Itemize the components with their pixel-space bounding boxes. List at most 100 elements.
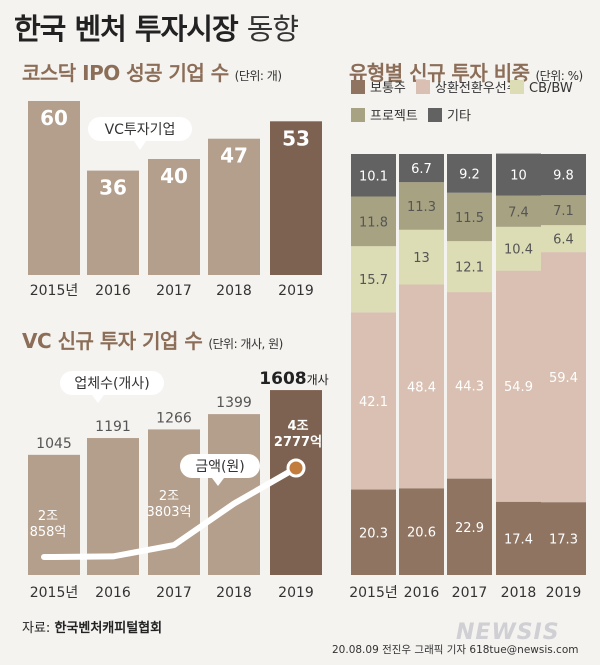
- type-value-label-0-2: 22.9: [455, 521, 484, 536]
- type-value-label-0-3: 17.4: [504, 532, 533, 547]
- ipo-title-text: 코스닥 IPO 성공 기업 수: [22, 61, 229, 85]
- vc-count-callout-pointer: [92, 395, 104, 403]
- type-value-label-0-0: 20.3: [359, 526, 388, 541]
- vc-amount-label-4-line2: 2777억: [274, 435, 322, 450]
- type-value-label-2-0: 15.7: [359, 273, 388, 288]
- type-value-label-2-1: 13: [413, 251, 430, 266]
- vc-amount-label-4-line1: 4조: [287, 419, 308, 434]
- vc-amount-label-2-line2: 3803억: [146, 505, 191, 520]
- title-bold: 한국 벤처 투자시장: [14, 12, 239, 46]
- source-label: 자료:: [22, 621, 51, 636]
- vc-value-label-2: 1266: [156, 410, 192, 426]
- ipo-value-label-2: 40: [160, 164, 188, 188]
- vc-amount-marker: [286, 458, 306, 478]
- type-seg-0-4: [541, 502, 586, 575]
- type-seg-0-0: [351, 489, 396, 575]
- type-seg-2-3: [496, 226, 541, 271]
- vc-unit: (단위: 개사, 원): [208, 337, 283, 351]
- ipo-callout-pointer: [134, 141, 146, 150]
- ipo-bar-1: [87, 170, 139, 275]
- type-value-label-1-1: 48.4: [407, 380, 436, 395]
- legend-label-2: CB/BW: [529, 81, 573, 96]
- type-seg-3-4: [541, 195, 586, 226]
- ipo-callout-box: [88, 117, 192, 141]
- type-value-label-0-4: 17.3: [549, 533, 578, 548]
- type-value-label-2-2: 12.1: [455, 261, 484, 276]
- source-note: 자료: 한국벤처캐피털협회: [22, 617, 162, 636]
- type-value-label-4-4: 9.8: [553, 169, 574, 184]
- vc-category-label-3: 2018: [216, 585, 252, 601]
- vc-amount-callout-pointer: [212, 478, 224, 486]
- ipo-value-label-1: 36: [99, 176, 127, 200]
- vc-value-label-4: 1608개사: [259, 369, 328, 389]
- ipo-value-label-4: 53: [282, 126, 310, 150]
- ipo-callout-label: VC투자기업: [105, 122, 176, 138]
- type-category-label-0: 2015년: [349, 585, 398, 601]
- vc-amount-label-0-line2: 858억: [30, 525, 67, 540]
- type-category-label-3: 2018: [501, 585, 537, 601]
- ipo-category-label-0: 2015년: [30, 283, 79, 299]
- legend-label-4: 기타: [447, 109, 471, 124]
- type-category-label-1: 2016: [404, 585, 440, 601]
- ipo-value-label-0: 60: [40, 106, 68, 130]
- vc-value-label-0: 1045: [36, 436, 72, 452]
- ipo-value-label-3: 47: [220, 144, 248, 168]
- main-title: 한국 벤처 투자시장 동향: [14, 6, 299, 48]
- vc-amount-callout-box: [180, 454, 260, 478]
- legend-swatch-0: [351, 80, 365, 94]
- type-seg-1-1: [399, 284, 444, 489]
- vc-value-label-1: 1191: [95, 419, 131, 435]
- type-value-label-4-1: 6.7: [411, 162, 432, 177]
- type-value-label-2-3: 10.4: [504, 243, 533, 258]
- type-seg-0-1: [399, 488, 444, 575]
- type-value-label-4-3: 10: [510, 169, 527, 184]
- vc-count-callout-box: [60, 371, 164, 395]
- type-value-label-1-3: 54.9: [504, 380, 533, 395]
- ipo-bar-3: [208, 138, 260, 275]
- legend-swatch-1: [416, 80, 430, 94]
- type-seg-2-0: [351, 246, 396, 313]
- type-seg-2-2: [447, 241, 492, 293]
- type-seg-1-3: [496, 270, 541, 502]
- legend-label-3: 프로젝트: [370, 109, 418, 124]
- type-value-label-1-0: 42.1: [359, 395, 388, 410]
- type-unit: (단위: %): [535, 69, 584, 83]
- legend-swatch-2: [510, 80, 524, 94]
- ipo-bar-2: [148, 159, 200, 275]
- type-value-label-3-1: 11.3: [407, 200, 436, 215]
- type-value-label-1-4: 59.4: [549, 371, 578, 386]
- type-seg-2-1: [399, 229, 444, 285]
- type-value-label-1-2: 44.3: [455, 379, 484, 394]
- type-value-label-2-4: 6.4: [553, 233, 574, 248]
- vc-category-label-4: 2019: [278, 585, 314, 601]
- type-seg-1-4: [541, 252, 586, 503]
- type-seg-3-2: [447, 192, 492, 242]
- type-value-label-3-3: 7.4: [508, 205, 529, 220]
- vc-chart-title: VC 신규 투자 기업 수 (단위: 개사, 원): [22, 325, 283, 354]
- vc-amount-label-0-line1: 2조: [38, 509, 58, 524]
- type-category-label-4: 2019: [546, 585, 582, 601]
- vc-category-label-2: 2017: [156, 585, 192, 601]
- type-title-text: 유형별 신규 투자 비중: [349, 61, 530, 85]
- legend-label-1: 상환전환우선주: [435, 81, 519, 96]
- vc-amount-line: [41, 465, 299, 560]
- type-seg-3-3: [496, 195, 541, 227]
- newsis-logo: NEWSIS: [456, 620, 560, 645]
- vc-bar-4: [270, 390, 322, 575]
- legend-label-0: 보통주: [370, 81, 406, 96]
- vc-value-label-3: 1399: [216, 395, 252, 411]
- credit-line: 20.08.09 전진우 그래픽 기자 618tue@newsis.com: [332, 644, 579, 656]
- type-seg-4-1: [399, 154, 444, 183]
- type-seg-4-0: [351, 154, 396, 197]
- type-seg-4-3: [496, 153, 541, 196]
- title-light: 동향: [246, 12, 299, 46]
- ipo-unit: (단위: 개): [234, 69, 282, 83]
- ipo-bar-0: [28, 101, 80, 275]
- type-category-label-2: 2017: [452, 585, 488, 601]
- type-value-label-4-2: 9.2: [459, 167, 480, 182]
- ipo-category-label-1: 2016: [95, 283, 131, 299]
- ipo-chart-title: 코스닥 IPO 성공 기업 수 (단위: 개): [22, 57, 282, 86]
- type-chart-title: 유형별 신규 투자 비중 (단위: %): [349, 57, 583, 86]
